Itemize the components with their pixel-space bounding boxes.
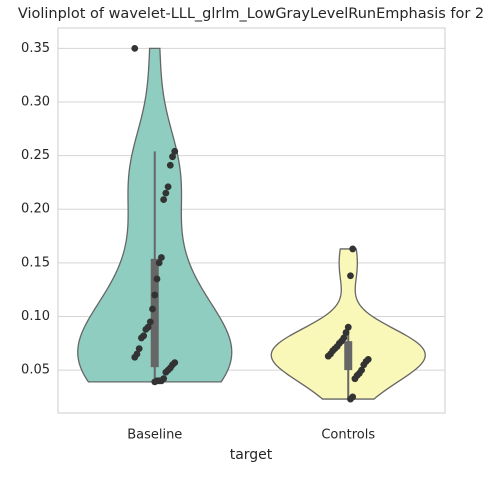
strip-point [138,334,145,342]
strip-point [131,44,139,52]
strip-point [360,361,368,369]
strip-point [135,345,143,353]
strip-point [169,153,176,161]
strip-point [155,259,163,267]
strip-point [324,352,332,360]
strip-point [142,325,150,333]
strip-point [347,272,354,280]
strip-point [171,147,179,155]
y-tick-label: 0.20 [21,202,50,217]
strip-point [162,189,170,197]
plot-frame [57,27,446,414]
strip-point [151,291,159,299]
strip-point [146,318,154,326]
x-tick-label: Controls [321,428,375,443]
strip-point [151,378,159,386]
strip-point [162,368,170,376]
y-tick-label: 0.35 [21,41,50,56]
x-tick-label: Baseline [127,428,182,443]
y-tick-label: 0.30 [21,94,50,109]
strip-point [166,161,174,169]
strip-point [149,305,156,313]
strip-point [164,183,172,191]
strip-point [349,245,357,253]
strip-point [153,275,161,283]
strip-point [160,196,168,203]
box-iqr [344,341,353,371]
strip-point [131,353,139,361]
x-axis-label: target [230,447,273,463]
strip-point [342,329,350,336]
strip-point [158,254,165,261]
y-tick-label: 0.10 [21,309,50,324]
strip-point [344,323,352,331]
y-tick-label: 0.05 [21,363,50,378]
chart-title: Violinplot of wavelet-LLL_glrlm_LowGrayL… [18,6,484,22]
y-tick-label: 0.25 [21,148,50,163]
strip-point [347,395,354,403]
box-iqr [150,258,159,368]
strip-point [351,375,359,383]
y-tick-label: 0.15 [21,255,50,270]
